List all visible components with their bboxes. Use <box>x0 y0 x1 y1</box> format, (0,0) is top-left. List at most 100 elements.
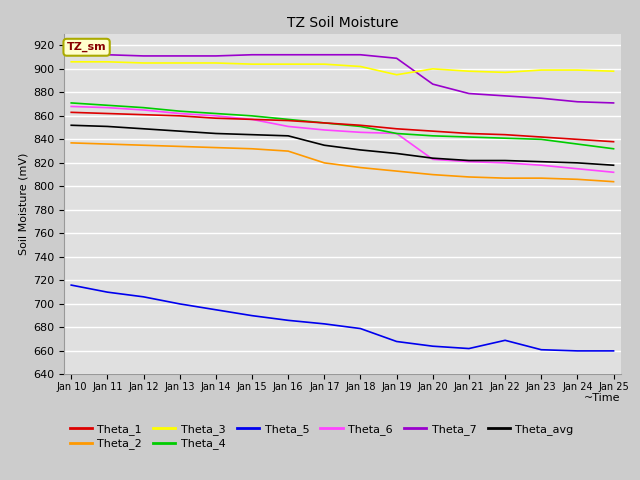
Theta_1 <box>212 115 220 121</box>
Theta_5 <box>610 348 618 354</box>
Theta_2 <box>573 177 581 182</box>
Theta_5 <box>212 307 220 312</box>
Theta_6 <box>465 159 473 165</box>
Theta_6 <box>501 160 509 166</box>
Theta_4 <box>284 117 292 122</box>
Legend: Theta_1, Theta_2, Theta_3, Theta_4, Theta_5, Theta_6, Theta_7, Theta_avg: Theta_1, Theta_2, Theta_3, Theta_4, Thet… <box>70 424 573 449</box>
Theta_5 <box>501 337 509 343</box>
Theta_1 <box>67 109 75 115</box>
Theta_4 <box>321 120 328 126</box>
Theta_7 <box>104 52 111 58</box>
Theta_6 <box>67 104 75 109</box>
Theta_1 <box>140 112 147 118</box>
Theta_2 <box>248 146 256 152</box>
Theta_2 <box>429 172 436 178</box>
Theta_7 <box>610 100 618 106</box>
Theta_1 <box>176 113 184 119</box>
Theta_1 <box>284 118 292 123</box>
Theta_4 <box>356 123 364 129</box>
Theta_avg <box>321 143 328 148</box>
Theta_4 <box>140 105 147 110</box>
Theta_7 <box>176 53 184 59</box>
Theta_4 <box>429 133 436 139</box>
Theta_3 <box>176 60 184 66</box>
Theta_6 <box>429 156 436 162</box>
Theta_4 <box>248 113 256 119</box>
Theta_4 <box>465 134 473 140</box>
Theta_5 <box>140 294 147 300</box>
Theta_2 <box>176 144 184 149</box>
Theta_5 <box>538 347 545 353</box>
Title: TZ Soil Moisture: TZ Soil Moisture <box>287 16 398 30</box>
Theta_1 <box>465 131 473 136</box>
Theta_5 <box>465 346 473 351</box>
Theta_avg <box>248 132 256 138</box>
X-axis label: ~Time: ~Time <box>584 394 621 403</box>
Theta_7 <box>465 91 473 96</box>
Theta_1 <box>610 139 618 144</box>
Line: Theta_3: Theta_3 <box>71 62 614 75</box>
Theta_3 <box>610 68 618 74</box>
Theta_6 <box>176 110 184 116</box>
Theta_avg <box>610 162 618 168</box>
Theta_7 <box>429 81 436 87</box>
Theta_1 <box>501 132 509 138</box>
Theta_6 <box>140 107 147 113</box>
Theta_6 <box>573 166 581 172</box>
Theta_6 <box>538 162 545 168</box>
Theta_4 <box>610 146 618 152</box>
Theta_3 <box>501 70 509 75</box>
Line: Theta_5: Theta_5 <box>71 285 614 351</box>
Theta_5 <box>573 348 581 354</box>
Theta_6 <box>393 131 401 136</box>
Theta_3 <box>248 61 256 67</box>
Theta_2 <box>67 140 75 146</box>
Theta_2 <box>321 160 328 166</box>
Theta_3 <box>104 59 111 65</box>
Theta_7 <box>67 52 75 58</box>
Theta_3 <box>284 61 292 67</box>
Theta_5 <box>321 321 328 327</box>
Theta_2 <box>356 165 364 170</box>
Theta_4 <box>212 110 220 116</box>
Theta_7 <box>321 52 328 58</box>
Theta_7 <box>501 93 509 99</box>
Theta_1 <box>393 126 401 132</box>
Theta_5 <box>104 289 111 295</box>
Theta_avg <box>67 122 75 128</box>
Theta_4 <box>573 141 581 147</box>
Theta_4 <box>67 100 75 106</box>
Y-axis label: Soil Moisture (mV): Soil Moisture (mV) <box>19 153 29 255</box>
Theta_6 <box>284 123 292 129</box>
Theta_avg <box>284 133 292 139</box>
Theta_4 <box>393 131 401 136</box>
Theta_6 <box>248 117 256 122</box>
Theta_6 <box>610 169 618 175</box>
Theta_2 <box>465 174 473 180</box>
Theta_avg <box>465 157 473 163</box>
Theta_7 <box>248 52 256 58</box>
Theta_3 <box>67 59 75 65</box>
Theta_6 <box>356 130 364 135</box>
Theta_avg <box>356 147 364 153</box>
Theta_3 <box>212 60 220 66</box>
Theta_1 <box>429 128 436 134</box>
Theta_4 <box>538 136 545 142</box>
Theta_5 <box>248 313 256 319</box>
Theta_3 <box>393 72 401 78</box>
Theta_2 <box>501 175 509 181</box>
Theta_2 <box>610 179 618 184</box>
Theta_6 <box>212 113 220 119</box>
Theta_2 <box>104 141 111 147</box>
Theta_avg <box>393 151 401 156</box>
Line: Theta_6: Theta_6 <box>71 107 614 172</box>
Theta_7 <box>212 53 220 59</box>
Theta_7 <box>538 96 545 101</box>
Theta_7 <box>284 52 292 58</box>
Theta_2 <box>284 148 292 154</box>
Text: TZ_sm: TZ_sm <box>67 42 106 52</box>
Theta_4 <box>104 102 111 108</box>
Theta_7 <box>140 53 147 59</box>
Theta_avg <box>212 131 220 136</box>
Theta_1 <box>573 136 581 142</box>
